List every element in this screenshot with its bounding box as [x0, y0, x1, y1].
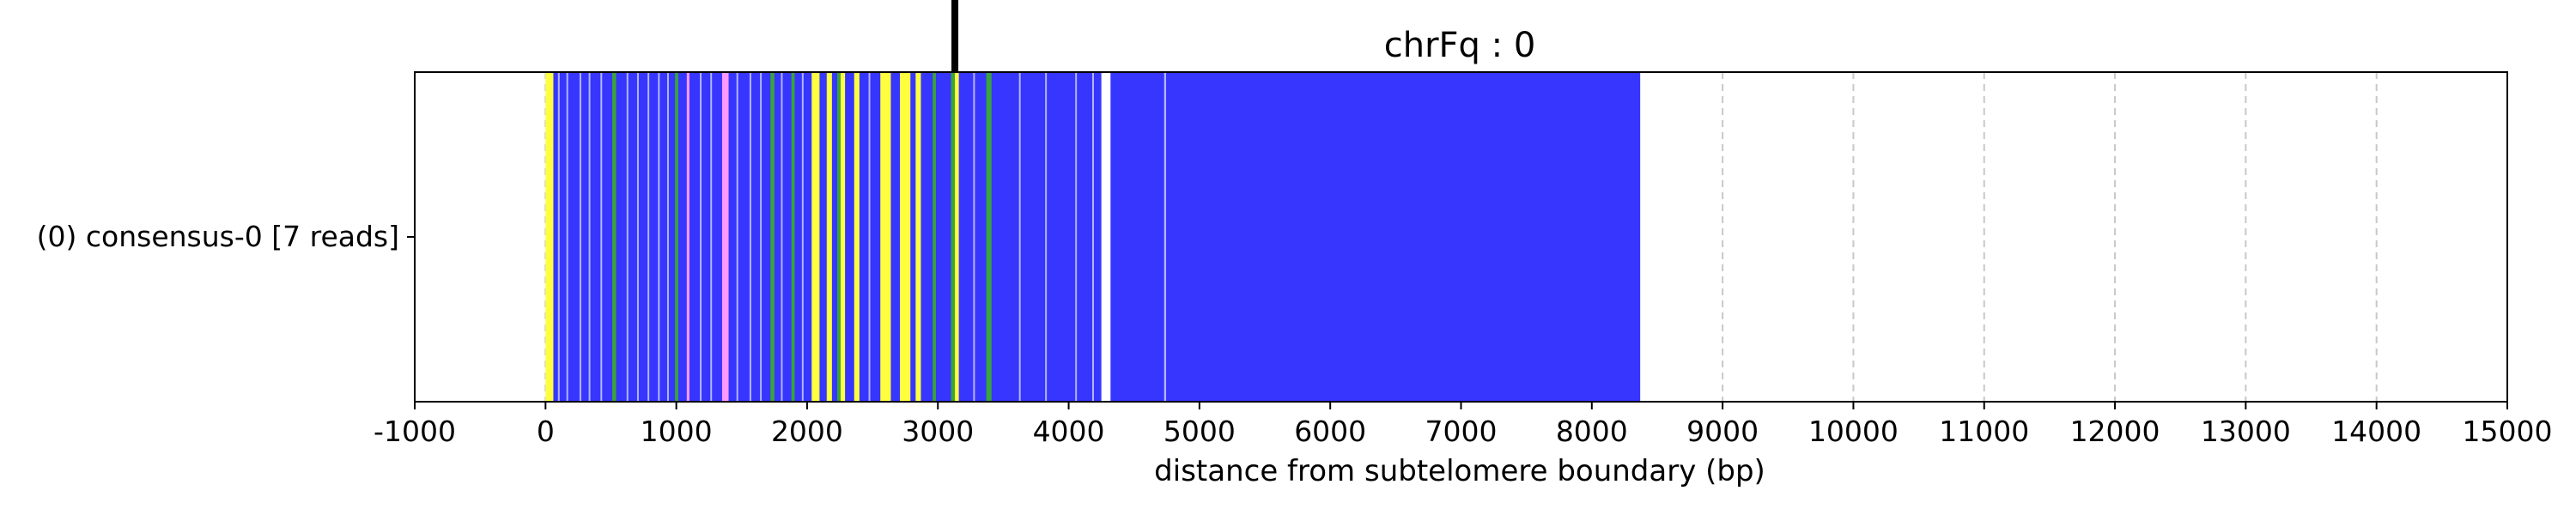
x-axis-ticks: -1000 0 1000 2000 3000 4000 5000 6000 7000 8000 90… [374, 402, 2552, 448]
heatmap-segment-green [933, 72, 936, 402]
heatmap-segment-yellow [900, 72, 911, 402]
heatmap-segment-yellow [826, 72, 832, 402]
heatmap-segment-light [801, 72, 804, 402]
x-tick-label: 9000 [1686, 415, 1759, 448]
x-tick-label: 15000 [2463, 415, 2553, 448]
heatmap-segment-green [791, 72, 795, 402]
heatmap-segment-light [579, 72, 581, 402]
heatmap-segment-light [781, 72, 783, 402]
row-label: (0) consensus-0 [7 reads] [37, 220, 399, 253]
x-tick-label: 11000 [1939, 415, 2029, 448]
heatmap-segment-gap [1101, 72, 1111, 402]
heatmap-segment-light [1091, 72, 1094, 402]
x-tick-label: 12000 [2070, 415, 2160, 448]
heatmap-segment-green [675, 72, 678, 402]
x-tick-label: 4000 [1033, 415, 1105, 448]
heatmap-segment-light [636, 72, 639, 402]
heatmap-segment-yellow [811, 72, 820, 402]
heatmap-segment-light [557, 72, 560, 402]
x-tick-label: 7000 [1425, 415, 1498, 448]
heatmap-segment-light [647, 72, 650, 402]
heatmap-segment-light [736, 72, 738, 402]
heatmap-segment-light [666, 72, 669, 402]
x-tick-label: 1000 [641, 415, 713, 448]
heatmap-segment-light [760, 72, 762, 402]
heatmap-segment-pink [721, 72, 729, 402]
heatmap-segment-light [700, 72, 702, 402]
heatmap-segment-light [600, 72, 603, 402]
heatmap-segment-green [951, 72, 956, 402]
heatmap-segment-green [836, 72, 841, 402]
heatmap-segment-green [611, 72, 617, 402]
heatmap-segments [545, 72, 1641, 402]
heatmap-segment-pink [686, 72, 690, 402]
heatmap-segment-yellow [545, 72, 554, 402]
heatmap-segment-yellow [915, 72, 921, 402]
heatmap-segment-light [1163, 72, 1167, 402]
x-tick-label: 0 [537, 415, 555, 448]
heatmap-segment-green [986, 72, 992, 402]
heatmap-segment-light [1018, 72, 1021, 402]
heatmap-segment-blue [553, 72, 1641, 402]
heatmap-segment-light [710, 72, 713, 402]
heatmap-segment-yellow [840, 72, 846, 402]
heatmap-segment-green [770, 72, 775, 402]
x-tick-label: 5000 [1163, 415, 1236, 448]
heatmap-segment-light [1075, 72, 1078, 402]
heatmap-segment-light [626, 72, 629, 402]
x-tick-label: 13000 [2201, 415, 2291, 448]
heatmap-segment-light [588, 72, 591, 402]
x-tick-label: 14000 [2331, 415, 2421, 448]
x-tick-label: 2000 [771, 415, 843, 448]
heatmap-segment-light [868, 72, 871, 402]
heatmap-segment-yellow [880, 72, 891, 402]
x-axis-label: distance from subtelomere boundary (bp) [1154, 454, 1765, 488]
heatmap-segment-light [973, 72, 975, 402]
heatmap-segment-light [1045, 72, 1048, 402]
x-tick-label: 6000 [1294, 415, 1366, 448]
x-tick-label: 3000 [902, 415, 974, 448]
heatmap-segment-light [566, 72, 568, 402]
x-tick-label: 8000 [1556, 415, 1628, 448]
chart-title: chrFq : 0 [1384, 26, 1536, 65]
heatmap-segment-yellow [955, 72, 959, 402]
heatmap-segment-light [749, 72, 751, 402]
y-axis-ticks: (0) consensus-0 [7 reads] [37, 220, 415, 253]
x-tick-label: -1000 [374, 415, 456, 448]
heatmap-segment-yellow [854, 72, 860, 402]
x-tick-label: 10000 [1808, 415, 1899, 448]
heatmap-segment-light [658, 72, 660, 402]
